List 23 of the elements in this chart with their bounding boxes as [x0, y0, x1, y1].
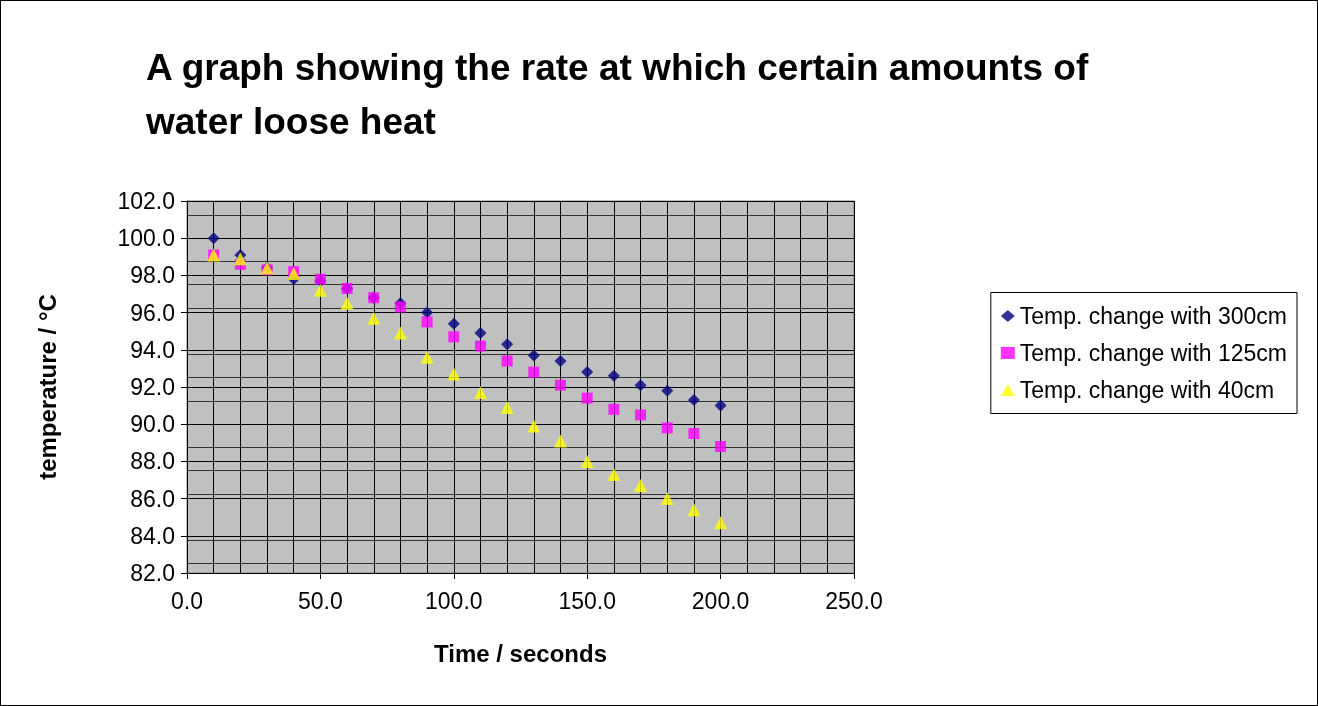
legend-label: Temp. change with 40cm: [1019, 377, 1275, 403]
y-tick-label: 82.0: [130, 560, 175, 586]
legend-label: Temp. change with 300cm: [1019, 303, 1288, 329]
x-tick-label: 0.0: [171, 587, 203, 614]
y-tick-label: 84.0: [130, 522, 175, 549]
x-tick-label: 200.0: [691, 587, 750, 614]
y-tick-label: 88.0: [130, 448, 175, 475]
y-tick-label: 92.0: [130, 374, 175, 400]
x-axis-title: Time / seconds: [434, 639, 607, 667]
y-tick-label: 94.0: [130, 336, 175, 363]
legend-label: Temp. change with 125cm: [1019, 340, 1288, 366]
y-axis-title: temperature / °C: [33, 294, 61, 480]
y-tick-label: 102.0: [117, 188, 175, 214]
chart-title: A graph showing the rate at which certain amounts of water loose heat: [145, 46, 1099, 142]
x-tick-label: 250.0: [825, 587, 883, 614]
y-tick-label: 98.0: [130, 262, 175, 289]
y-tick-label: 86.0: [130, 485, 175, 512]
y-tick-label: 90.0: [130, 411, 175, 438]
x-tick-label: 100.0: [425, 587, 483, 614]
y-tick-label: 100.0: [117, 225, 175, 252]
x-tick-label: 150.0: [558, 587, 616, 614]
y-tick-label: 96.0: [130, 299, 175, 326]
x-tick-label: 50.0: [298, 587, 343, 614]
